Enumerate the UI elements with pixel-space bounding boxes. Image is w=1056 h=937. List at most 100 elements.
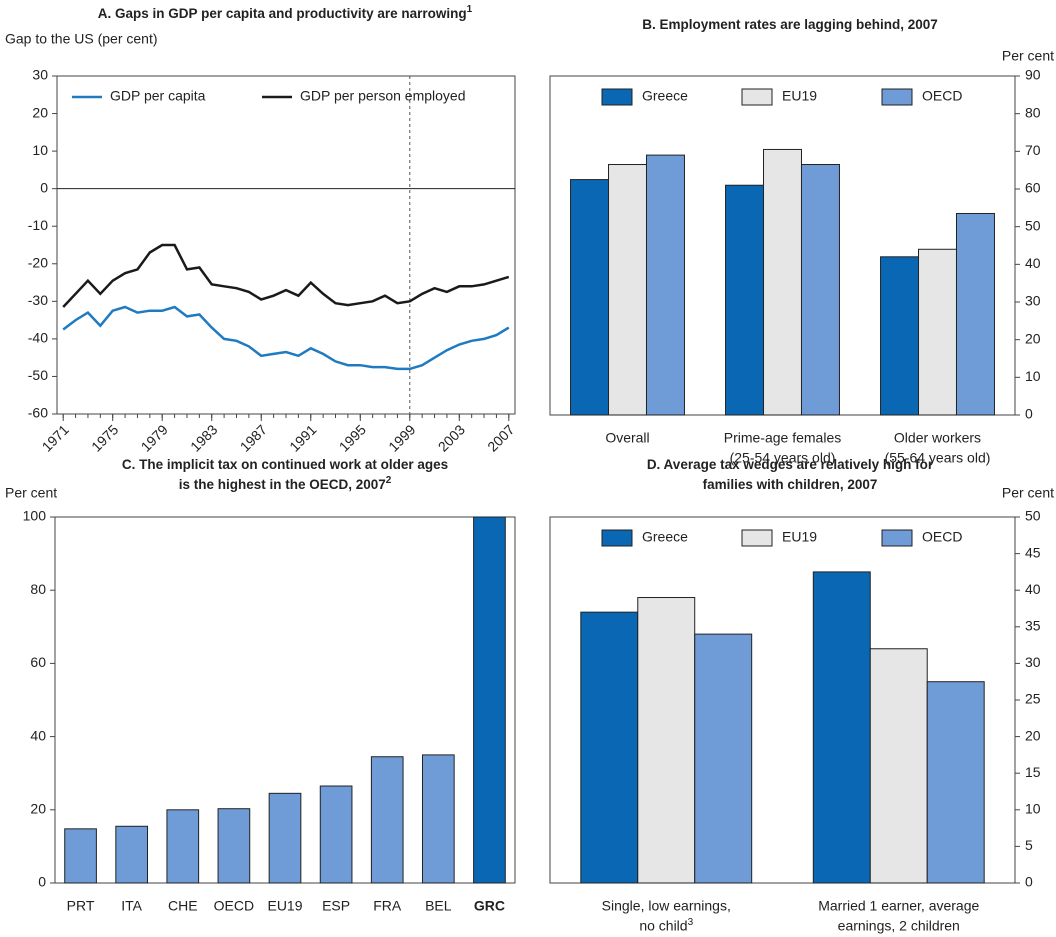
legend-label: GDP per person employed [300, 88, 466, 104]
y-tick-label: 90 [1025, 67, 1041, 83]
x-tick-label: (55-64 years old) [885, 450, 991, 466]
bar [869, 648, 928, 884]
chart-title: B. Employment rates are lagging behind, … [642, 17, 938, 32]
legend-swatch [881, 88, 913, 106]
x-tick-label: ITA [121, 898, 142, 914]
bar [217, 808, 251, 884]
x-tick-label: Single, low earnings, [602, 898, 731, 914]
y-tick-label: 20 [1025, 727, 1041, 743]
x-tick-label: PRT [67, 898, 95, 914]
x-tick-label: Overall [605, 430, 649, 446]
y-axis-label: Per cent [1002, 48, 1054, 64]
label-footnote: 3 [688, 917, 694, 928]
line-series [62, 305, 510, 371]
bar [64, 828, 97, 884]
y-tick-label: -30 [28, 292, 48, 308]
bar [880, 256, 920, 416]
x-tick-label: no child3 [639, 917, 693, 934]
chart-title-text: D. Average tax wedges are relatively hig… [647, 457, 934, 472]
y-axis-label: Per cent [5, 485, 57, 501]
y-tick-label: 20 [1025, 330, 1041, 346]
y-axis-label: Gap to the US (per cent) [5, 31, 158, 47]
x-tick-label: 1971 [39, 421, 72, 454]
x-tick-label: 1979 [138, 421, 171, 454]
legend-label: EU19 [782, 88, 817, 104]
bar [955, 212, 995, 416]
legend-label: Greece [642, 88, 688, 104]
legend-swatch [601, 529, 633, 547]
y-tick-label: -60 [28, 405, 48, 421]
bar [763, 148, 802, 416]
bar [812, 571, 871, 884]
chart-title: families with children, 2007 [703, 477, 878, 492]
bar [637, 597, 696, 884]
x-tick-label: Older workers [894, 430, 981, 446]
bar [166, 809, 200, 884]
x-tick-label: GRC [474, 898, 505, 914]
y-tick-label: 20 [32, 104, 48, 120]
x-tick-label: 1983 [187, 421, 220, 454]
bar [608, 164, 647, 416]
x-tick-label: 1991 [286, 421, 319, 454]
y-tick-label: 15 [1025, 764, 1041, 780]
y-tick-label: 10 [1025, 368, 1041, 384]
chart-title-text: C. The implicit tax on continued work at… [122, 457, 448, 472]
bar [421, 754, 455, 884]
title-footnote: 2 [386, 475, 392, 486]
y-axis-label: Per cent [1002, 485, 1054, 501]
x-tick-label: ESP [322, 898, 350, 914]
plot-frame [56, 75, 516, 415]
chart-title-text: B. Employment rates are lagging behind, … [642, 17, 938, 32]
bar [694, 633, 753, 884]
y-tick-label: 5 [1025, 837, 1033, 853]
legend-label: GDP per capita [110, 88, 206, 104]
y-tick-label: 40 [1025, 581, 1041, 597]
x-tick-label: (25-54 years old) [730, 450, 836, 466]
x-tick-label: earnings, 2 children [838, 918, 960, 934]
bar [800, 164, 840, 416]
y-tick-label: 80 [30, 581, 46, 597]
bar [473, 516, 506, 884]
x-tick-label: OECD [214, 898, 254, 914]
x-tick-label: 1999 [385, 421, 418, 454]
chart-title: A. Gaps in GDP per capita and productivi… [98, 4, 473, 21]
y-tick-label: 0 [38, 874, 46, 890]
legend-swatch [741, 529, 773, 547]
legend-label: OECD [922, 88, 962, 104]
y-tick-label: 40 [30, 727, 46, 743]
chart-title: is the highest in the OECD, 20072 [179, 475, 392, 492]
y-tick-label: 40 [1025, 255, 1041, 271]
bar [725, 184, 765, 416]
x-tick-label: CHE [168, 898, 198, 914]
x-tick-label: 1975 [88, 421, 121, 454]
y-tick-label: 60 [30, 654, 46, 670]
chart-title-text: families with children, 2007 [703, 477, 878, 492]
y-tick-label: 30 [1025, 293, 1041, 309]
y-tick-label: -50 [28, 367, 48, 383]
x-tick-label: Married 1 earner, average [818, 898, 979, 914]
chart-title: C. The implicit tax on continued work at… [122, 457, 448, 472]
y-tick-label: 35 [1025, 618, 1041, 634]
bar [319, 785, 353, 884]
y-tick-label: 100 [23, 508, 47, 524]
x-tick-label: Prime-age females [724, 430, 842, 446]
x-tick-label: EU19 [267, 898, 302, 914]
bar [268, 792, 302, 884]
title-footnote: 1 [467, 4, 473, 15]
legend-swatch [601, 88, 633, 106]
legend-label: OECD [922, 529, 962, 545]
y-tick-label: 45 [1025, 544, 1041, 560]
y-tick-label: 0 [1025, 406, 1033, 422]
y-tick-label: 70 [1025, 142, 1041, 158]
x-tick-label: FRA [373, 898, 402, 914]
line-series [62, 243, 510, 308]
y-tick-label: 0 [40, 179, 48, 195]
legend-label: Greece [642, 529, 688, 545]
y-tick-label: 50 [1025, 508, 1041, 524]
x-tick-label: 2003 [435, 421, 468, 454]
y-tick-label: 30 [1025, 654, 1041, 670]
legend-swatch [881, 529, 913, 547]
bar [115, 825, 149, 884]
y-tick-label: 10 [1025, 801, 1041, 817]
